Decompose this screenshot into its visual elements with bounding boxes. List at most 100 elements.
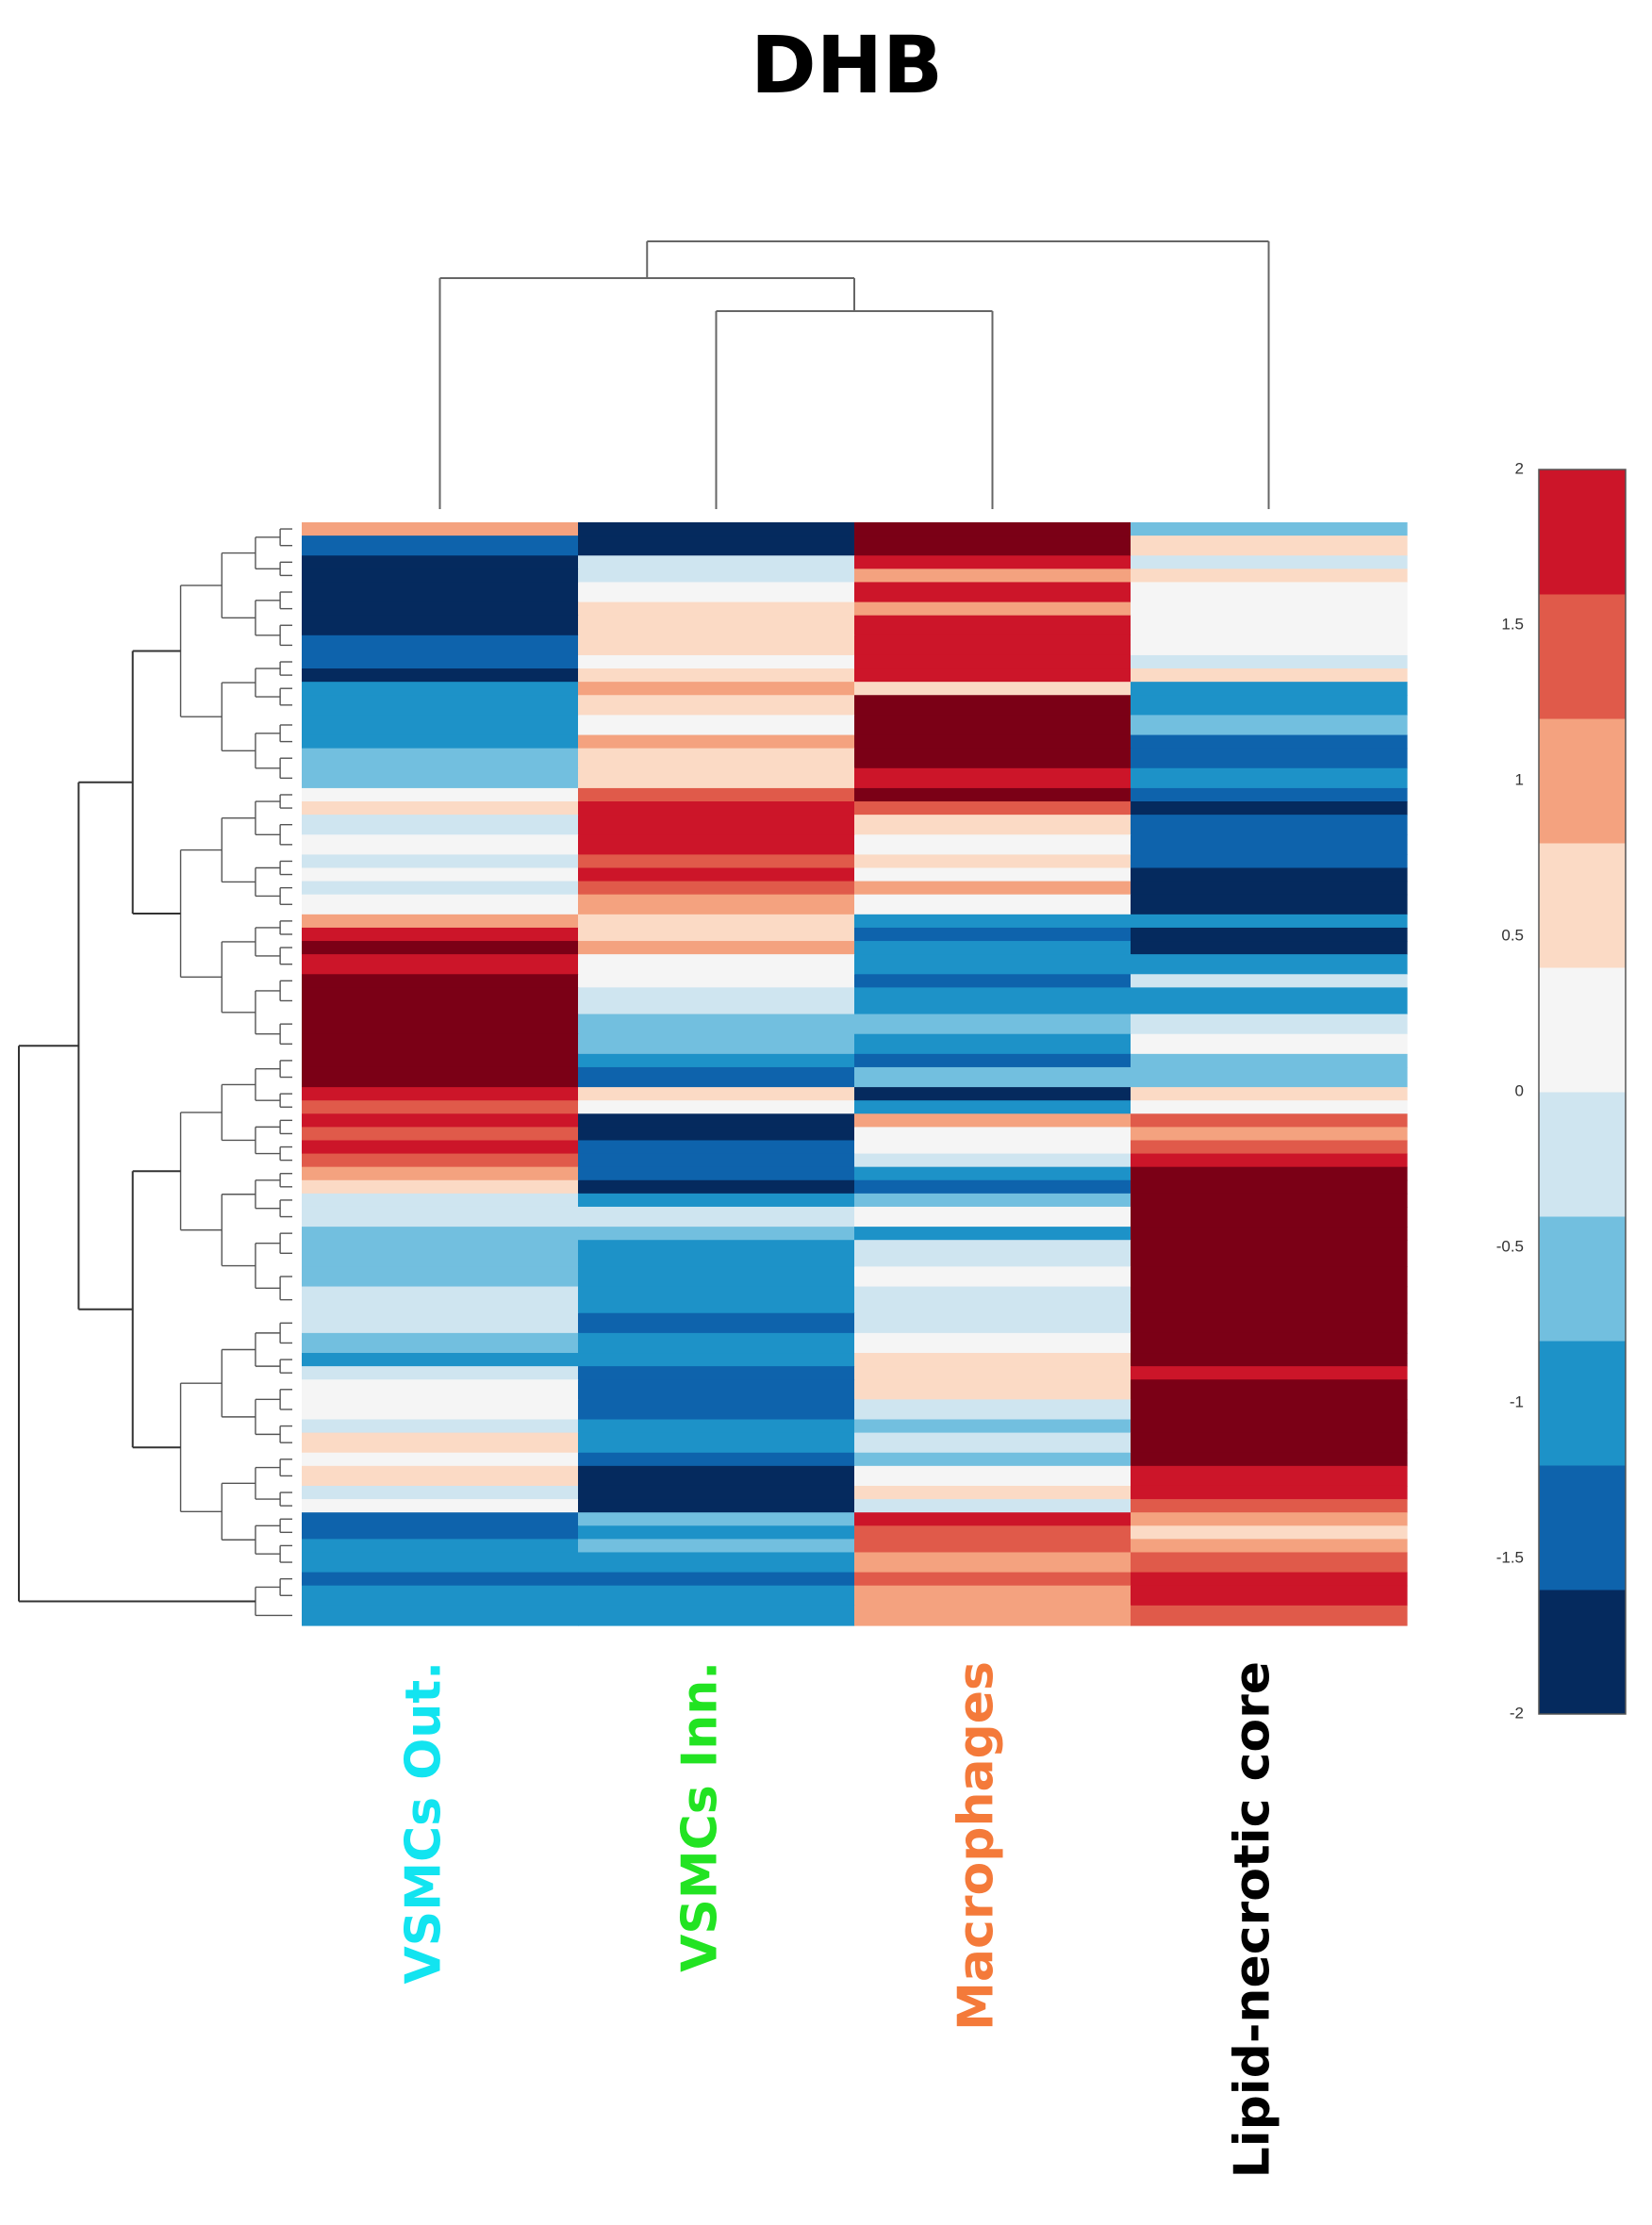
column-dendrogram <box>438 240 1270 509</box>
colorbar-segment <box>1539 718 1626 844</box>
heatmap-cell <box>578 1100 855 1114</box>
heatmap-cell <box>1131 1525 1408 1540</box>
colorbar-segment <box>1539 843 1626 968</box>
heatmap-cell <box>854 1240 1132 1267</box>
heatmap-cells <box>302 522 1408 1626</box>
heatmap-cell <box>578 602 855 617</box>
heatmap-cell <box>302 914 579 929</box>
heatmap-cell <box>1131 1499 1408 1513</box>
colorbar-segment <box>1539 1465 1626 1590</box>
heatmap-cell <box>1131 695 1408 716</box>
colorbar-segment <box>1539 1590 1626 1715</box>
heatmap-cell <box>302 1179 579 1195</box>
heatmap-cell <box>854 1379 1132 1400</box>
heatmap-cell <box>302 1140 579 1155</box>
heatmap-cell <box>302 815 579 835</box>
heatmap-cell <box>302 1572 579 1587</box>
heatmap-cell <box>1131 894 1408 915</box>
heatmap-cell <box>302 1286 579 1314</box>
heatmap-cell <box>854 1485 1132 1500</box>
heatmap-cell <box>854 1087 1132 1101</box>
heatmap-cell <box>578 894 855 915</box>
heatmap-cell <box>302 1465 579 1487</box>
heatmap-cell <box>302 1332 579 1354</box>
heatmap-cell <box>302 695 579 716</box>
heatmap-cell <box>302 854 579 869</box>
heatmap-cell <box>302 1053 579 1068</box>
heatmap-cell <box>578 1166 855 1181</box>
colorbar-segment <box>1539 470 1626 595</box>
heatmap-cell <box>302 569 579 584</box>
heatmap-cell <box>1131 1266 1408 1288</box>
heatmap-cell <box>854 748 1132 769</box>
heatmap-cell <box>1131 1193 1408 1208</box>
heatmap-cell <box>854 1572 1132 1587</box>
heatmap-cell <box>854 1100 1132 1114</box>
heatmap-cell <box>854 1193 1132 1208</box>
heatmap-cell <box>578 881 855 896</box>
colorbar-tick-label: 1.5 <box>1501 615 1524 633</box>
heatmap-cell <box>302 602 579 617</box>
heatmap-cell <box>302 987 579 1015</box>
heatmap-cell <box>854 1512 1132 1526</box>
heatmap-cell <box>302 668 579 683</box>
heatmap-cell <box>302 734 579 750</box>
heatmap-cell <box>302 654 579 669</box>
heatmap-cell <box>854 854 1132 869</box>
heatmap-cell <box>302 881 579 896</box>
heatmap-cell <box>854 654 1132 669</box>
heatmap-cell <box>578 1499 855 1513</box>
heatmap-cell <box>578 682 855 696</box>
heatmap-cell <box>1131 1399 1408 1421</box>
colorbar-tick-label: -2 <box>1510 1704 1524 1722</box>
heatmap-cell <box>578 1286 855 1314</box>
heatmap-cell <box>1131 1585 1408 1607</box>
heatmap-cell <box>302 1353 579 1367</box>
heatmap-cell <box>578 1332 855 1354</box>
heatmap-cell <box>302 1033 579 1055</box>
heatmap-cell <box>302 927 579 942</box>
heatmap-cell <box>302 1499 579 1513</box>
heatmap-cell <box>302 1366 579 1380</box>
heatmap-cell <box>1131 1140 1408 1155</box>
heatmap-cell <box>302 1066 579 1088</box>
heatmap-cell <box>302 1585 579 1607</box>
heatmap-cell <box>854 1127 1132 1142</box>
heatmap-cell <box>854 767 1132 789</box>
heatmap-cell <box>1131 748 1408 769</box>
heatmap-cell <box>302 615 579 636</box>
heatmap-cell <box>854 1525 1132 1540</box>
heatmap-cell <box>578 914 855 929</box>
heatmap-cell <box>854 801 1132 816</box>
heatmap-cell <box>578 801 855 816</box>
heatmap-cell <box>854 635 1132 656</box>
heatmap-cell <box>578 1432 855 1454</box>
heatmap-cell <box>578 1452 855 1467</box>
colorbar-tick-label: 2 <box>1515 459 1524 477</box>
heatmap-cell <box>302 1525 579 1540</box>
heatmap-cell <box>578 867 855 882</box>
heatmap-cell <box>1131 1240 1408 1267</box>
heatmap-cell <box>1131 715 1408 736</box>
heatmap-cell <box>1131 914 1408 929</box>
heatmap-cell <box>578 1465 855 1487</box>
heatmap-cell <box>578 1366 855 1380</box>
heatmap-cell <box>302 748 579 769</box>
heatmap-cell <box>854 1066 1132 1088</box>
heatmap-cell <box>578 1033 855 1055</box>
heatmap-cell <box>578 927 855 942</box>
heatmap-cell <box>302 1605 579 1626</box>
heatmap-cell <box>578 1485 855 1500</box>
heatmap-cell <box>1131 1452 1408 1467</box>
heatmap-cell <box>578 1140 855 1155</box>
heatmap-cell <box>578 1227 855 1241</box>
heatmap-cell <box>578 748 855 769</box>
heatmap-cell <box>578 1379 855 1400</box>
heatmap-cell <box>578 1572 855 1587</box>
heatmap-cell <box>302 1100 579 1114</box>
heatmap-cell <box>854 815 1132 835</box>
heatmap-cell <box>578 1312 855 1334</box>
heatmap-cell <box>854 555 1132 569</box>
colorbar <box>1538 469 1627 1715</box>
heatmap-cell <box>1131 974 1408 988</box>
